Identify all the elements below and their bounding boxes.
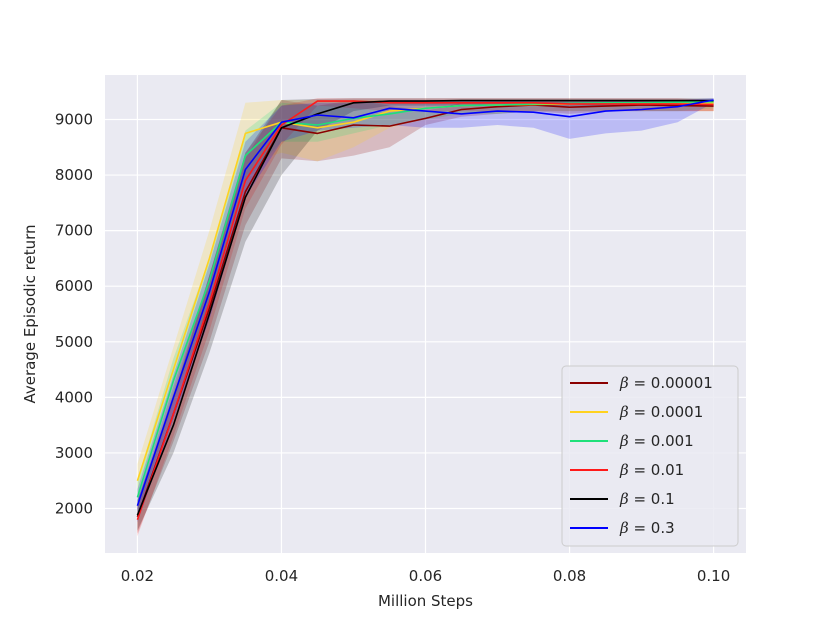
x-axis-label: Million Steps xyxy=(378,592,473,610)
x-tick-label: 0.10 xyxy=(697,567,730,585)
legend-label-3: β = 0.01 xyxy=(619,461,684,479)
y-tick-label: 7000 xyxy=(55,222,93,240)
y-tick-label: 5000 xyxy=(55,333,93,351)
y-tick-label: 4000 xyxy=(55,388,93,406)
legend-label-4: β = 0.1 xyxy=(619,490,675,508)
legend-label-1: β = 0.0001 xyxy=(619,403,703,421)
y-tick-label: 6000 xyxy=(55,277,93,295)
x-axis-ticks: 0.02 0.04 0.06 0.08 0.10 xyxy=(121,567,731,585)
x-tick-label: 0.04 xyxy=(265,567,298,585)
legend-label-5: β = 0.3 xyxy=(619,519,675,537)
line-series-4 xyxy=(136,99,714,516)
series-lines xyxy=(136,99,714,520)
x-tick-label: 0.08 xyxy=(553,567,586,585)
y-tick-label: 2000 xyxy=(55,500,93,518)
line-series-3 xyxy=(136,100,714,520)
y-axis-label: Average Episodic return xyxy=(21,224,39,403)
x-tick-label: 0.06 xyxy=(409,567,442,585)
grid xyxy=(105,75,746,553)
y-axis-ticks: 2000 3000 4000 5000 6000 7000 8000 9000 xyxy=(55,110,93,517)
line-series-5 xyxy=(136,99,714,507)
legend: β = 0.00001 β = 0.0001 β = 0.001 β = 0.01 β … xyxy=(561,365,739,547)
x-tick-label: 0.02 xyxy=(121,567,154,585)
line-series-2 xyxy=(136,100,714,498)
legend-label-2: β = 0.001 xyxy=(619,432,694,450)
y-tick-label: 9000 xyxy=(55,110,93,128)
legend-label-0: β = 0.00001 xyxy=(619,374,713,392)
line-series-0 xyxy=(136,104,714,518)
y-tick-label: 8000 xyxy=(55,166,93,184)
y-tick-label: 3000 xyxy=(55,444,93,462)
